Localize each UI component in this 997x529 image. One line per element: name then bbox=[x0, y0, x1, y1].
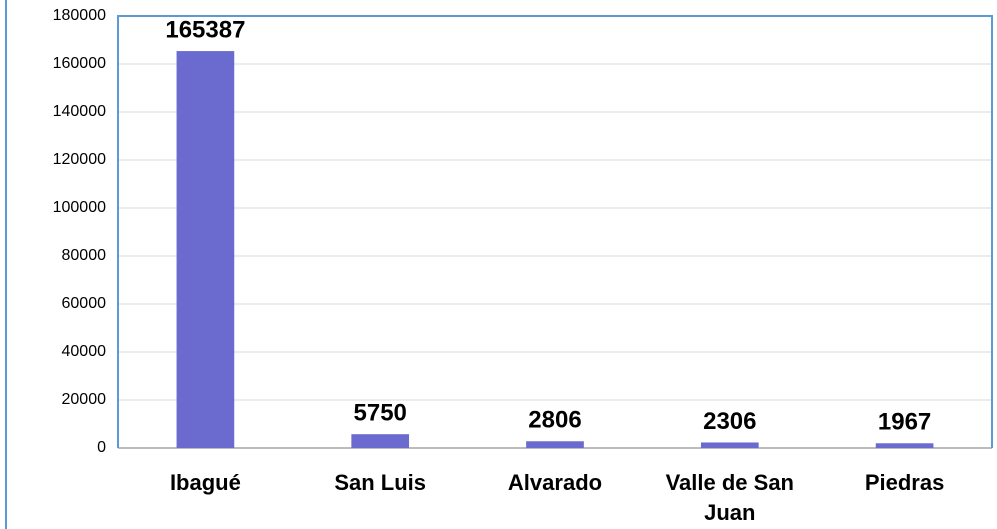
value-label: 2806 bbox=[528, 407, 581, 434]
x-tick-label-box: Piedras bbox=[864, 470, 945, 495]
value-label: 2306 bbox=[703, 408, 756, 435]
y-tick-label: 120000 bbox=[53, 151, 106, 168]
x-tick-label: San Luis bbox=[334, 470, 427, 495]
y-tick-label: 40000 bbox=[62, 343, 107, 360]
bar bbox=[351, 434, 410, 448]
x-tick-label: Alvarado bbox=[507, 470, 603, 495]
bar bbox=[176, 51, 235, 449]
bar bbox=[875, 443, 934, 448]
x-tick-label-box: Valle de San Juan bbox=[665, 470, 794, 525]
value-label: 165387 bbox=[165, 16, 245, 43]
bar bbox=[700, 442, 759, 448]
y-tick-label: 160000 bbox=[53, 55, 106, 72]
value-label: 5750 bbox=[354, 400, 407, 427]
y-tick-label: 20000 bbox=[62, 391, 107, 408]
y-tick-label: 0 bbox=[97, 439, 106, 456]
x-tick-label: Ibagué bbox=[169, 470, 241, 495]
x-tick-label-box: Ibagué bbox=[169, 470, 241, 495]
bar bbox=[526, 441, 584, 448]
value-label: 1967 bbox=[878, 409, 931, 436]
y-tick-label: 100000 bbox=[53, 199, 106, 216]
y-tick-label: 180000 bbox=[53, 7, 106, 24]
x-tick-label: Piedras bbox=[864, 470, 945, 495]
x-tick-label-box: San Luis bbox=[334, 470, 427, 495]
plot-border bbox=[117, 15, 993, 448]
y-tick-label: 80000 bbox=[62, 247, 107, 264]
y-tick-label: 140000 bbox=[53, 103, 106, 120]
x-tick-label: Valle de San Juan bbox=[665, 470, 794, 525]
x-tick-label-box: Alvarado bbox=[507, 470, 603, 495]
y-tick-label: 60000 bbox=[62, 295, 107, 312]
